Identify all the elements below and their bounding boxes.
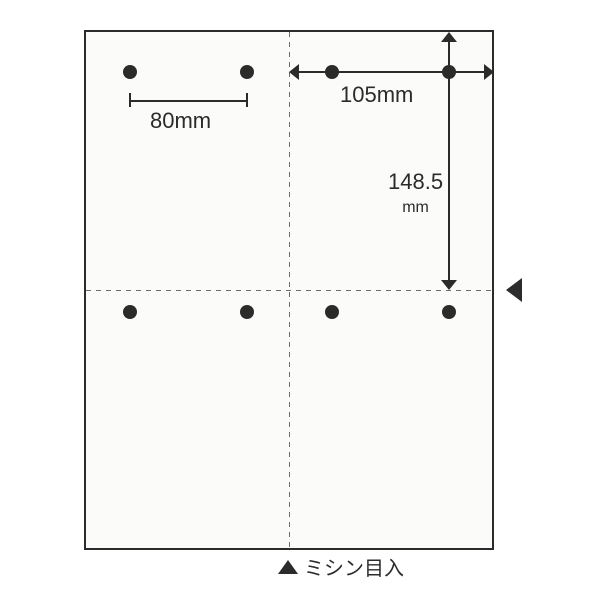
dim-80-cap-right	[246, 93, 248, 107]
perforation-marker-bottom	[278, 560, 298, 574]
dim-80-cap-left	[129, 93, 131, 107]
diagram-stage: 80mm 105mm 148.5mm ミシン目入	[0, 0, 600, 600]
dim-105-arrow-right	[484, 64, 494, 80]
dim-105-label: 105mm	[340, 82, 413, 108]
dim-105-line	[299, 71, 484, 73]
punch-hole	[240, 65, 254, 79]
dim-80-label: 80mm	[150, 108, 211, 134]
punch-hole	[442, 305, 456, 319]
dim-148-label: 148.5mm	[388, 170, 443, 217]
punch-hole	[325, 305, 339, 319]
perforation-vertical	[289, 32, 290, 548]
perforation-marker-right	[506, 278, 522, 302]
dim-148-arrow-bottom	[441, 280, 457, 290]
perforation-footer-label: ミシン目入	[304, 552, 404, 581]
punch-hole	[123, 305, 137, 319]
dim-148-line	[448, 42, 450, 280]
dim-105-arrow-left	[289, 64, 299, 80]
punch-hole	[240, 305, 254, 319]
punch-hole	[123, 65, 137, 79]
dim-148-arrow-top	[441, 32, 457, 42]
dim-80-line	[130, 100, 247, 102]
